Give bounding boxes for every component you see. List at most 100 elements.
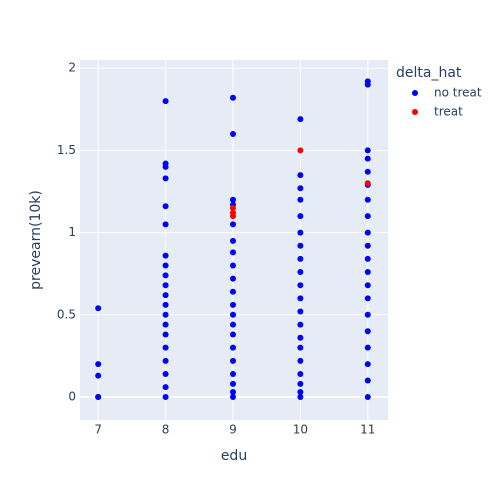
x-axis-title: edu <box>221 448 247 464</box>
point <box>297 172 304 179</box>
point <box>229 130 236 137</box>
point <box>297 255 304 262</box>
point <box>95 372 102 379</box>
point <box>162 272 169 279</box>
legend-title: delta_hat <box>396 65 462 81</box>
legend-label: no treat <box>434 86 482 100</box>
point <box>162 98 169 105</box>
point <box>364 282 371 289</box>
point <box>229 321 236 328</box>
x-tick-label: 9 <box>229 423 237 437</box>
x-tick-label: 7 <box>94 423 102 437</box>
point <box>162 344 169 351</box>
point <box>95 393 102 400</box>
point <box>297 147 304 154</box>
point <box>364 255 371 262</box>
point <box>162 331 169 338</box>
point <box>297 242 304 249</box>
point <box>297 344 304 351</box>
point <box>162 321 169 328</box>
point <box>364 311 371 318</box>
point <box>162 221 169 228</box>
point <box>229 389 236 396</box>
y-tick-label: 1.5 <box>57 143 76 157</box>
point <box>229 204 236 211</box>
y-tick-label: 2 <box>68 61 76 75</box>
point <box>162 311 169 318</box>
point <box>95 361 102 368</box>
point <box>162 282 169 289</box>
point <box>162 163 169 170</box>
point <box>229 275 236 282</box>
point <box>364 393 371 400</box>
legend-marker <box>412 109 418 115</box>
point <box>297 393 304 400</box>
point <box>162 175 169 182</box>
point <box>364 213 371 220</box>
point <box>364 269 371 276</box>
point <box>229 393 236 400</box>
y-axis-title: prevearn(10k) <box>28 190 44 290</box>
point <box>229 380 236 387</box>
point <box>162 393 169 400</box>
point <box>229 344 236 351</box>
point <box>229 357 236 364</box>
legend-label: treat <box>434 105 463 119</box>
point <box>229 94 236 101</box>
point <box>297 370 304 377</box>
point <box>229 221 236 228</box>
point <box>297 269 304 276</box>
point <box>162 292 169 299</box>
y-tick-label: 0.5 <box>57 307 76 321</box>
point <box>364 155 371 162</box>
point <box>229 301 236 308</box>
point <box>297 229 304 236</box>
point <box>297 334 304 341</box>
point <box>297 116 304 123</box>
y-tick-label: 1 <box>68 225 76 239</box>
point <box>95 305 102 312</box>
point <box>364 147 371 154</box>
point <box>297 282 304 289</box>
x-tick-label: 8 <box>162 423 170 437</box>
point <box>229 196 236 203</box>
point <box>364 361 371 368</box>
point <box>364 168 371 175</box>
point <box>162 384 169 391</box>
point <box>364 344 371 351</box>
point <box>297 196 304 203</box>
point <box>297 295 304 302</box>
point <box>364 377 371 384</box>
point <box>162 262 169 269</box>
point <box>297 213 304 220</box>
point <box>364 229 371 236</box>
point <box>162 252 169 259</box>
point <box>364 180 371 187</box>
point <box>162 301 169 308</box>
x-tick-label: 10 <box>293 423 308 437</box>
point <box>297 380 304 387</box>
point <box>364 196 371 203</box>
point <box>229 311 236 318</box>
point <box>297 308 304 315</box>
point <box>364 295 371 302</box>
point <box>229 370 236 377</box>
point <box>229 262 236 269</box>
point <box>297 321 304 328</box>
point <box>162 370 169 377</box>
point <box>364 81 371 88</box>
point <box>229 213 236 220</box>
point <box>162 203 169 210</box>
point <box>162 357 169 364</box>
y-tick-label: 0 <box>68 389 76 403</box>
point <box>229 288 236 295</box>
point <box>229 237 236 244</box>
legend-marker <box>412 90 418 96</box>
point <box>297 185 304 192</box>
point <box>297 389 304 396</box>
point <box>297 357 304 364</box>
point <box>364 328 371 335</box>
x-tick-label: 11 <box>360 423 375 437</box>
point <box>229 331 236 338</box>
